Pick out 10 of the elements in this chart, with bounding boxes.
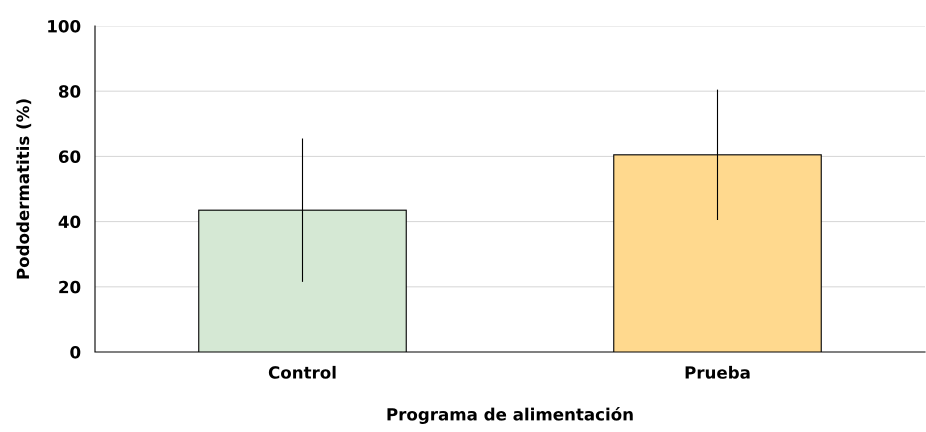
x-tick-label: Prueba (686, 366, 750, 379)
y-axis-title: Pododermatitis (%) (16, 99, 32, 279)
y-tick-label: 0 (70, 346, 80, 359)
y-tick-label: 60 (58, 150, 80, 163)
x-tick-label: Control (268, 366, 336, 379)
y-tick-label: 100 (48, 20, 80, 33)
y-tick-label: 40 (58, 216, 80, 228)
x-axis-title: Programa de alimentación (387, 407, 633, 424)
y-tick-label: 20 (59, 280, 80, 294)
y-tick-label: 80 (58, 85, 80, 98)
